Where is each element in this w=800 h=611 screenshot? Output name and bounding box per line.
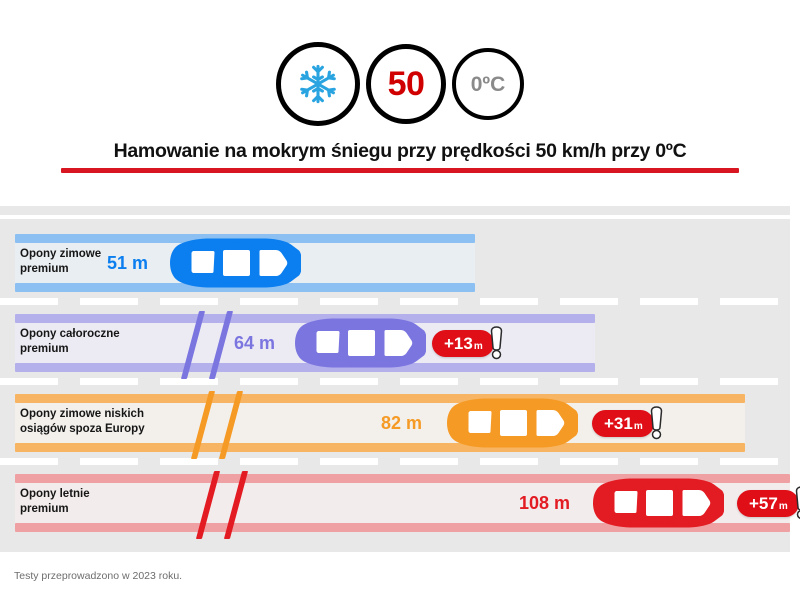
- band-edge-bottom: [15, 523, 790, 532]
- temperature-badge: 0ºC: [452, 48, 524, 120]
- exclamation-icon: [795, 486, 800, 520]
- band-edge-top: [15, 394, 745, 403]
- tyre-label-row-3: Opony zimowe niskich osiągów spoza Europ…: [20, 408, 145, 435]
- band-edge-top: [15, 474, 790, 483]
- delta-badge-row-4: +57 m: [737, 486, 800, 520]
- tyre-label-row-4: Opony letnie premium: [20, 488, 90, 515]
- delta-pill: +57 m: [737, 489, 799, 517]
- temperature-value: 0ºC: [470, 72, 506, 96]
- lane-divider-1: [0, 298, 790, 305]
- delta-unit: m: [473, 340, 483, 352]
- car-icon-row-2: [288, 312, 426, 374]
- delta-value: +31: [604, 413, 633, 433]
- tyre-label-row-2: Opony całoroczne premium: [20, 328, 120, 355]
- car-icon-row-3: [440, 392, 578, 454]
- band-edge-top: [15, 314, 595, 323]
- distance-value-row-4: 108 m: [519, 493, 571, 513]
- car-icon-row-4: [586, 472, 724, 534]
- title-block: Hamowanie na mokrym śniegu przy prędkośc…: [0, 140, 800, 173]
- band-edge-bottom: [15, 443, 745, 452]
- snowflake-badge: [276, 42, 360, 126]
- band-edge-bottom: [15, 363, 595, 372]
- snowflake-icon: [300, 64, 336, 104]
- page-title: Hamowanie na mokrym śniegu przy prędkośc…: [113, 140, 687, 162]
- delta-unit: m: [633, 420, 643, 432]
- delta-value: +57: [749, 493, 778, 513]
- delta-unit: m: [778, 500, 788, 512]
- road-top-edge: [0, 206, 790, 215]
- delta-value: +13: [444, 333, 473, 353]
- exclamation-icon: [650, 406, 663, 440]
- delta-pill: +13 m: [432, 329, 494, 357]
- exclamation-icon: [490, 326, 503, 360]
- tyre-label-row-1: Opony zimowe premium: [20, 248, 102, 275]
- title-underline: [61, 168, 739, 173]
- delta-badge-row-2: +13 m: [432, 326, 503, 360]
- delta-badge-row-3: +31 m: [592, 406, 663, 440]
- delta-pill: +31 m: [592, 409, 654, 437]
- distance-value-row-1: 51 m: [107, 253, 149, 273]
- distance-value-row-2: 64 m: [234, 333, 276, 353]
- distance-value-row-3: 82 m: [381, 413, 423, 433]
- header-badge-row: 50 0ºC: [0, 42, 800, 126]
- car-icon-row-1: [163, 232, 301, 294]
- lane-divider-2: [0, 378, 790, 385]
- speed-value: 50: [387, 65, 425, 103]
- lane-divider-3: [0, 458, 790, 465]
- braking-distance-chart: Opony zimowe premium 51 m Opony całorocz…: [0, 206, 800, 552]
- footnote: Testy przeprowadzono w 2023 roku.: [14, 570, 183, 582]
- speed-limit-badge: 50: [366, 44, 446, 124]
